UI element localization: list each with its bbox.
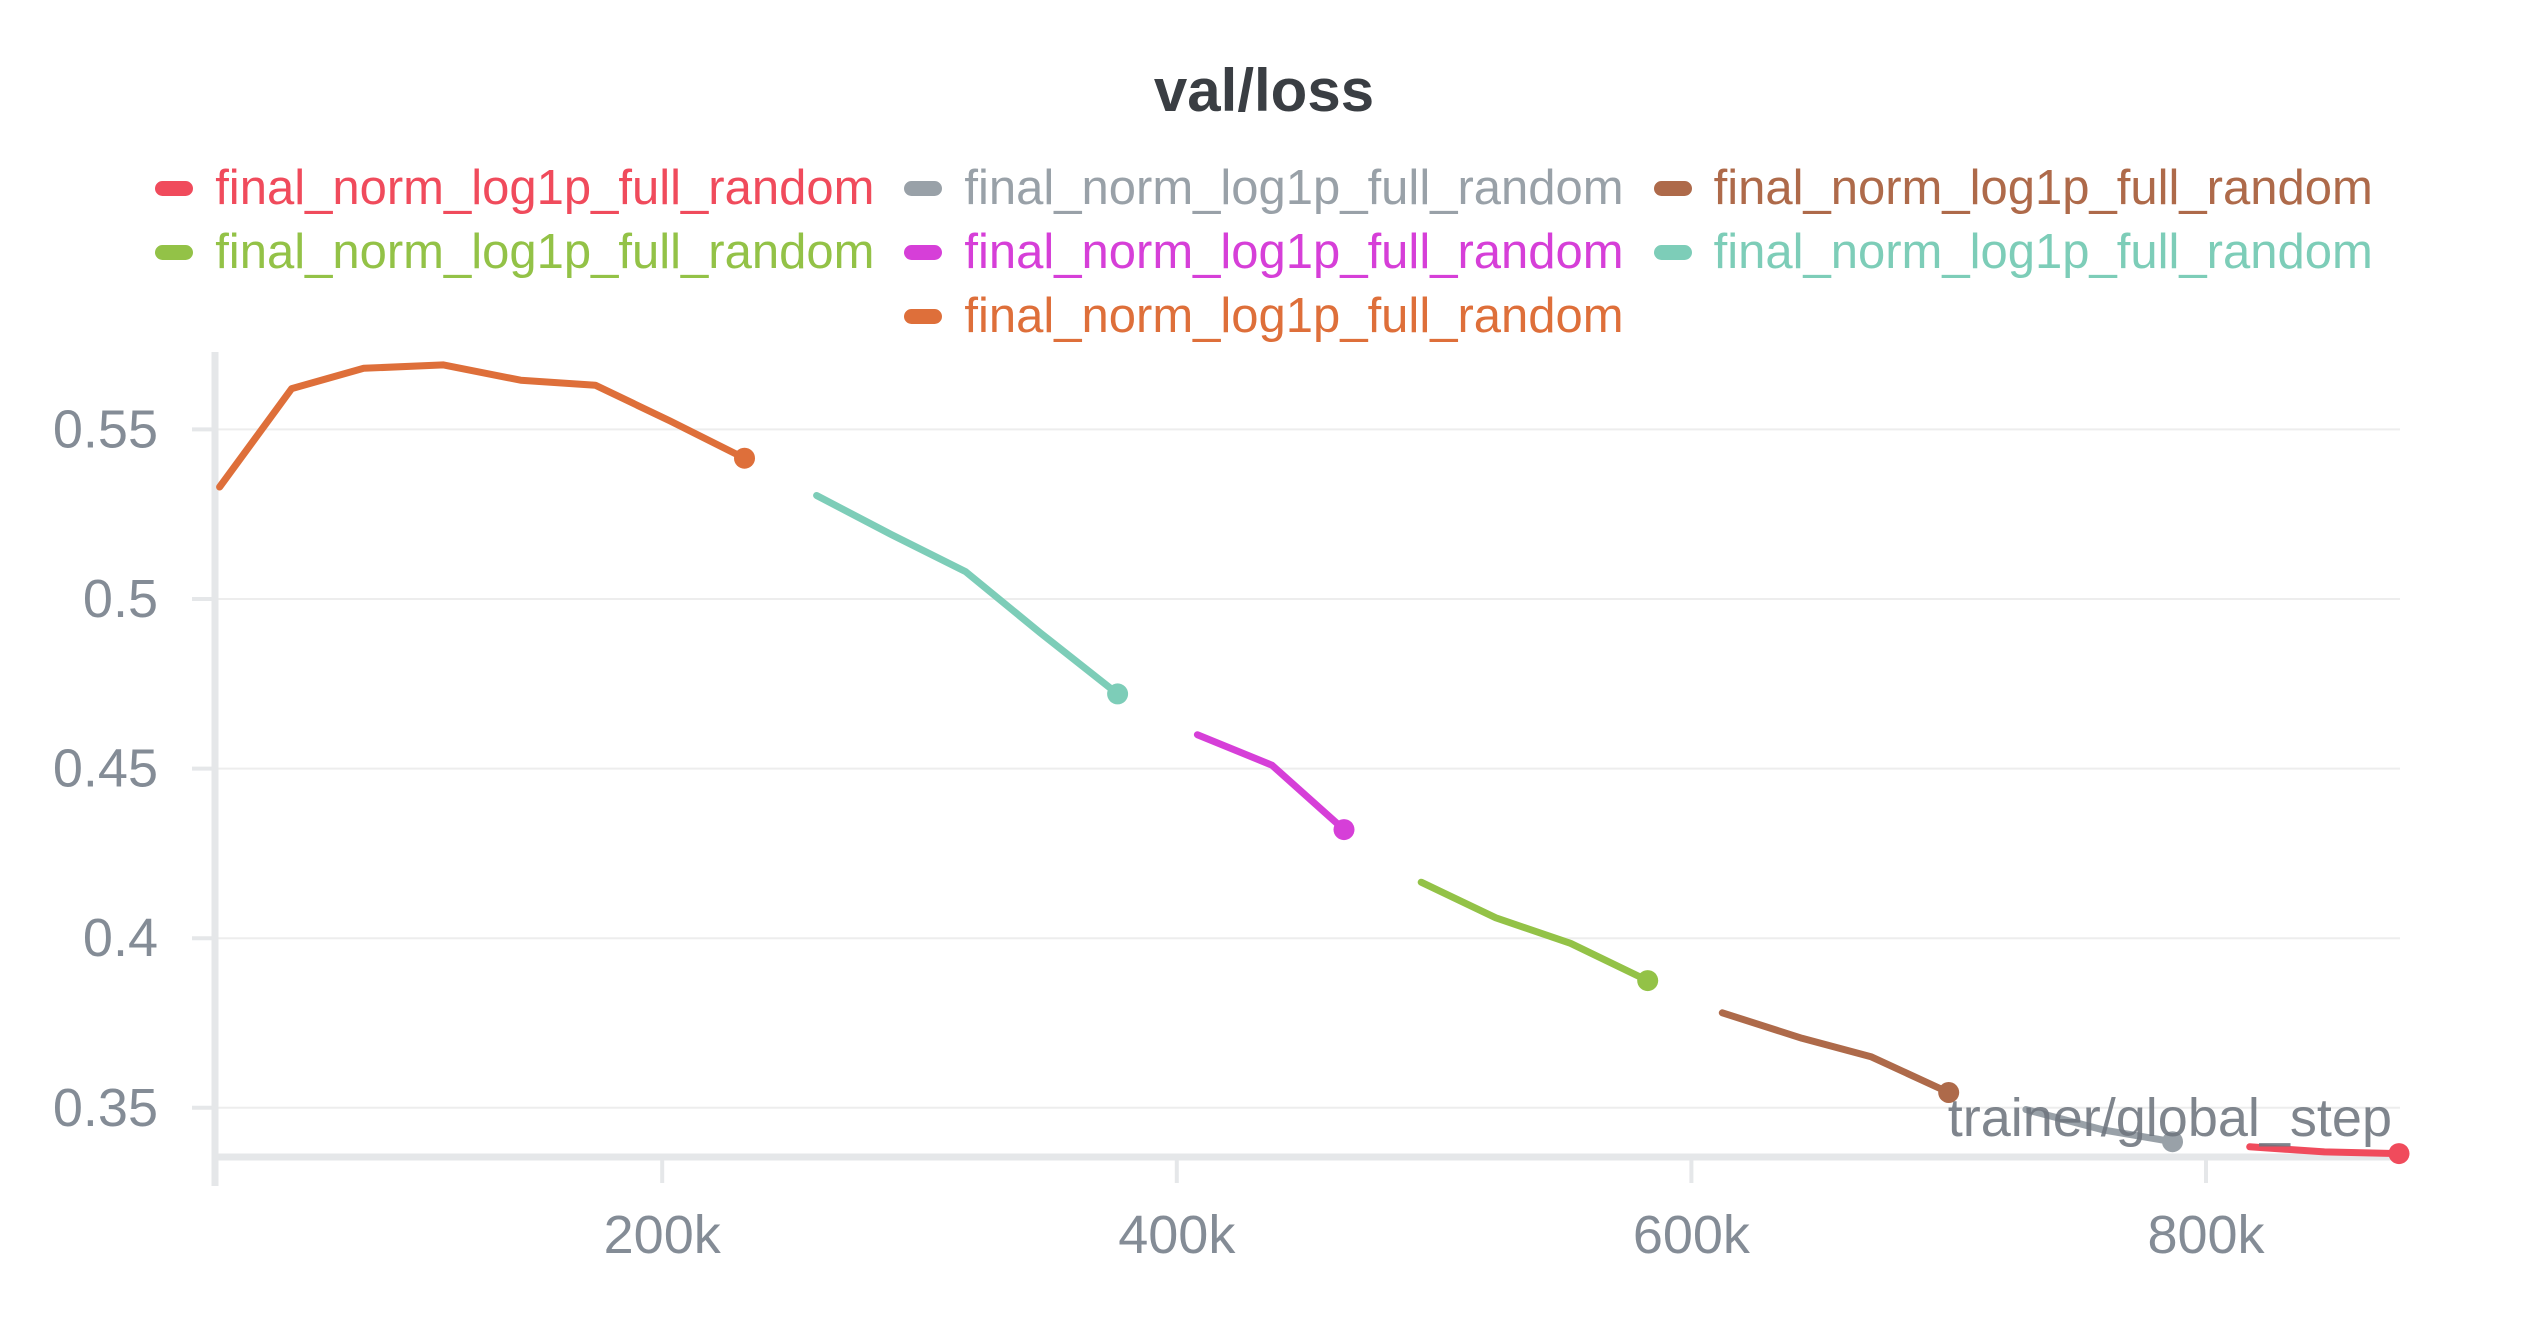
series-end-dot[interactable] — [2162, 1131, 2183, 1153]
legend-item-label: final_norm_log1p_full_random — [215, 225, 875, 279]
series-line[interactable] — [1417, 878, 1652, 985]
series-line[interactable] — [1193, 731, 1348, 834]
legend-swatch-icon — [904, 245, 943, 260]
y-tick-label: 0.5 — [83, 569, 158, 629]
x-tick-label: 400k — [1118, 1205, 1236, 1265]
legend-swatch-icon — [155, 245, 194, 260]
y-tick-label: 0.4 — [83, 908, 158, 968]
plot-generated: 0.35 0.4 0.45 0.5 0.55 200k 400k 600k 800k — [53, 352, 2410, 1265]
legend-item-label: final_norm_log1p_full_random — [215, 161, 875, 215]
x-tick-label: 800k — [2147, 1205, 2265, 1265]
x-tick-label: 200k — [604, 1205, 722, 1265]
y-tick-label: 0.45 — [53, 739, 158, 799]
series-end-dot[interactable] — [1107, 683, 1129, 705]
legend-item-label: final_norm_log1p_full_random — [964, 161, 1624, 215]
legend-swatch-icon — [1653, 181, 1692, 196]
series-line[interactable] — [813, 492, 1122, 698]
y-tick-label: 0.35 — [53, 1078, 158, 1138]
series-end-dot[interactable] — [1333, 819, 1355, 841]
x-tick-label: 600k — [1633, 1205, 1751, 1265]
legend-item[interactable]: final_norm_log1p_full_random — [1653, 160, 2373, 217]
legend-item[interactable]: final_norm_log1p_full_random — [155, 224, 874, 281]
legend-swatch-icon — [904, 181, 943, 196]
series-line[interactable] — [216, 361, 748, 491]
legend-swatch-icon — [904, 309, 943, 324]
x-axis-label: trainer/global_step — [1948, 1088, 2392, 1148]
series-end-dot[interactable] — [1637, 970, 1659, 992]
legend-swatch-icon — [155, 181, 194, 196]
legend-item[interactable]: final_norm_log1p_full_random — [904, 288, 1624, 345]
series-end-dot[interactable] — [734, 447, 755, 469]
series-end-dot[interactable] — [2388, 1143, 2410, 1165]
legend-item[interactable]: final_norm_log1p_full_random — [904, 224, 1624, 281]
legend-item[interactable]: final_norm_log1p_full_random — [1653, 224, 2373, 281]
legend-swatch-icon — [1653, 245, 1692, 260]
legend-item[interactable]: final_norm_log1p_full_random — [904, 160, 1624, 217]
legend-item-label: final_norm_log1p_full_random — [1713, 161, 2373, 215]
legend-item[interactable]: final_norm_log1p_full_random — [155, 160, 874, 217]
legend: final_norm_log1p_full_random final_norm_… — [0, 160, 2528, 345]
legend-item-label: final_norm_log1p_full_random — [964, 289, 1624, 343]
series-line[interactable] — [2022, 1106, 2176, 1146]
series-line[interactable] — [1718, 1009, 1953, 1096]
chart-title: val/loss — [1153, 57, 1375, 124]
y-tick-label: 0.55 — [53, 399, 158, 459]
series-end-dot[interactable] — [1938, 1082, 1960, 1103]
series-line[interactable] — [2246, 1143, 2403, 1158]
legend-item-label: final_norm_log1p_full_random — [964, 225, 1624, 279]
legend-item-label: final_norm_log1p_full_random — [1713, 225, 2373, 279]
